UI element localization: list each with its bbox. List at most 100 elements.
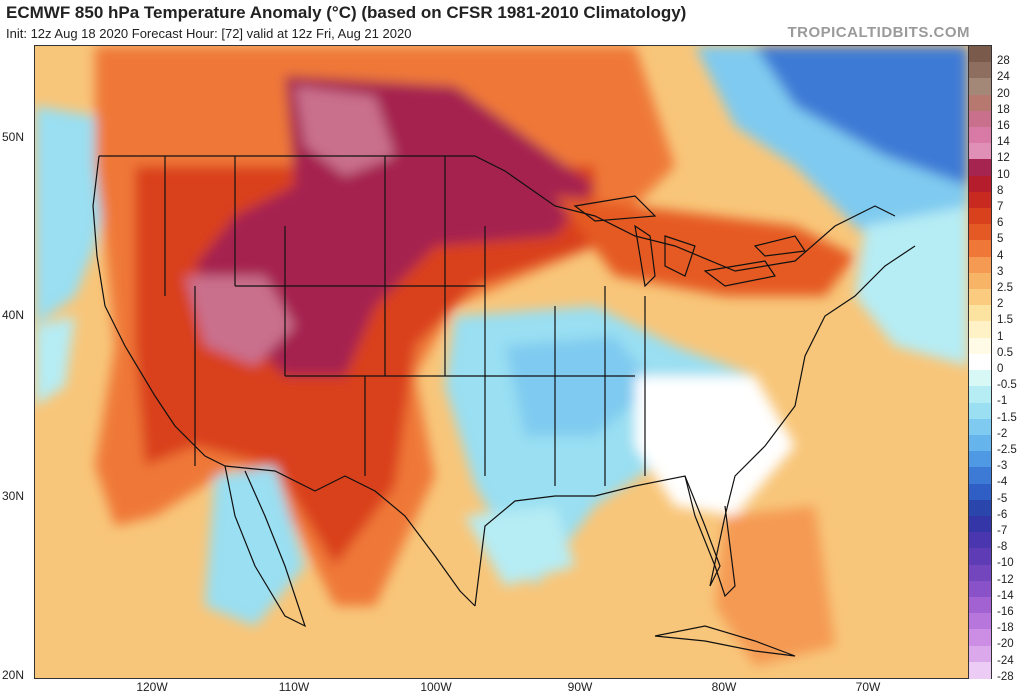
- map-subtitle: Init: 12z Aug 18 2020 Forecast Hour: [72…: [6, 26, 412, 41]
- colorbar-swatch: [969, 78, 991, 96]
- colorbar-swatch: [969, 46, 991, 63]
- cool-anomaly-central-core: [505, 336, 655, 436]
- map-panel: [34, 45, 969, 679]
- colorbar-label: -8: [997, 541, 1008, 554]
- extreme-warm-anomaly-southwest: [185, 276, 295, 366]
- colorbar-label: -3: [997, 460, 1008, 473]
- colorbar-swatch: [969, 353, 991, 371]
- colorbar-swatch: [969, 289, 991, 307]
- colorbar-swatch: [969, 499, 991, 517]
- colorbar-label: -0.5: [997, 379, 1017, 392]
- colorbar-swatch: [969, 370, 991, 388]
- colorbar-label: -4: [997, 476, 1008, 489]
- brand-label: TROPICALTIDBITS.COM: [787, 24, 970, 41]
- lon-label-100w: 100W: [420, 680, 452, 694]
- colorbar-label: 2.5: [997, 281, 1013, 294]
- cuba: [654, 625, 796, 657]
- colorbar-label: -1: [997, 395, 1008, 408]
- colorbar-swatch: [969, 62, 991, 80]
- colorbar-label: -6: [997, 508, 1008, 521]
- colorbar-swatch: [969, 434, 991, 452]
- cool-anomaly-gulf-coast: [465, 506, 575, 586]
- lon-label-80w: 80W: [711, 680, 737, 694]
- colorbar-swatch: [969, 515, 991, 533]
- colorbar-swatch: [969, 110, 991, 128]
- florida: [684, 475, 736, 598]
- colorbar-label: -20: [997, 638, 1014, 651]
- colorbar-label: 18: [997, 103, 1010, 116]
- colorbar-label: -24: [997, 654, 1014, 667]
- colorbar-label: -5: [997, 492, 1008, 505]
- lat-label-40n: 40N: [2, 308, 25, 322]
- baja-peninsula: [224, 465, 307, 628]
- colorbar-swatch: [969, 629, 991, 647]
- colorbar-swatch: [969, 272, 991, 290]
- lon-label-120w: 120W: [136, 680, 168, 694]
- colorbar-swatch: [969, 661, 991, 679]
- anomaly-map: [35, 46, 968, 678]
- colorbar-swatch: [969, 386, 991, 404]
- cool-anomaly-new-england: [855, 206, 968, 366]
- us-mexico-border: [224, 465, 476, 607]
- colorbar-swatch: [969, 418, 991, 436]
- lat-label-20n: 20N: [2, 668, 25, 682]
- borders: [92, 155, 916, 657]
- colorbar-label: -2: [997, 427, 1008, 440]
- cool-anomaly-baja: [205, 466, 305, 626]
- colorbar-label: 20: [997, 87, 1010, 100]
- colorbar-swatch: [969, 175, 991, 193]
- colorbar-label: 1: [997, 330, 1004, 343]
- lon-label-90w: 90W: [567, 680, 593, 694]
- colorbar-label: 2: [997, 298, 1004, 311]
- colorbar-label: 7: [997, 200, 1004, 213]
- colorbar-swatch: [969, 564, 991, 582]
- colorbar-label: -12: [997, 573, 1014, 586]
- colorbar-label: -28: [997, 670, 1014, 683]
- colorbar-swatch: [969, 94, 991, 112]
- great-lakes: [573, 195, 807, 288]
- colorbar-swatch: [969, 580, 991, 598]
- colorbar-swatch: [969, 127, 991, 145]
- colorbar-label: 3: [997, 265, 1004, 278]
- colorbar-swatch: [969, 548, 991, 566]
- cool-anomaly-west-coast: [35, 316, 75, 406]
- colorbar-label: -1.5: [997, 411, 1017, 424]
- colorbar-swatch: [969, 240, 991, 258]
- colorbar-swatch: [969, 451, 991, 469]
- colorbar-swatch: [969, 208, 991, 226]
- colorbar-label: 5: [997, 233, 1004, 246]
- warm-anomaly-northeast: [555, 196, 855, 296]
- colorbar-swatch: [969, 467, 991, 485]
- very-warm-anomaly: [195, 76, 595, 376]
- warm-anomaly-atlantic: [715, 506, 835, 666]
- colorbar-label: 24: [997, 71, 1010, 84]
- colorbar: [968, 45, 992, 679]
- colorbar-label: 10: [997, 168, 1010, 181]
- colorbar-label: 16: [997, 119, 1010, 132]
- colorbar-swatch: [969, 483, 991, 501]
- colorbar-label: -7: [997, 525, 1008, 538]
- colorbar-label: 0: [997, 363, 1004, 375]
- colorbar-label: 14: [997, 136, 1010, 149]
- colorbar-label: 28: [997, 55, 1010, 68]
- colorbar-label: -18: [997, 622, 1014, 635]
- colorbar-swatch: [969, 256, 991, 274]
- colorbar-label: 12: [997, 152, 1010, 165]
- colorbar-label: 6: [997, 217, 1004, 230]
- cold-anomaly-northeast-core: [755, 46, 968, 186]
- colorbar-label: 8: [997, 184, 1004, 197]
- state-lines: [164, 156, 646, 486]
- colorbar-swatch: [969, 143, 991, 161]
- colorbar-swatch: [969, 613, 991, 631]
- us-canada-border: [99, 155, 896, 272]
- colorbar-label: -2.5: [997, 444, 1017, 457]
- colorbar-label: 1.5: [997, 314, 1013, 327]
- colorbar-label: -10: [997, 557, 1014, 570]
- east-coast: [709, 245, 916, 587]
- colorbar-swatch: [969, 321, 991, 339]
- colorbar-label: 0.5: [997, 346, 1013, 359]
- colorbar-swatch: [969, 402, 991, 420]
- colorbar-swatch: [969, 224, 991, 242]
- colorbar-swatch: [969, 645, 991, 663]
- colorbar-swatch: [969, 596, 991, 614]
